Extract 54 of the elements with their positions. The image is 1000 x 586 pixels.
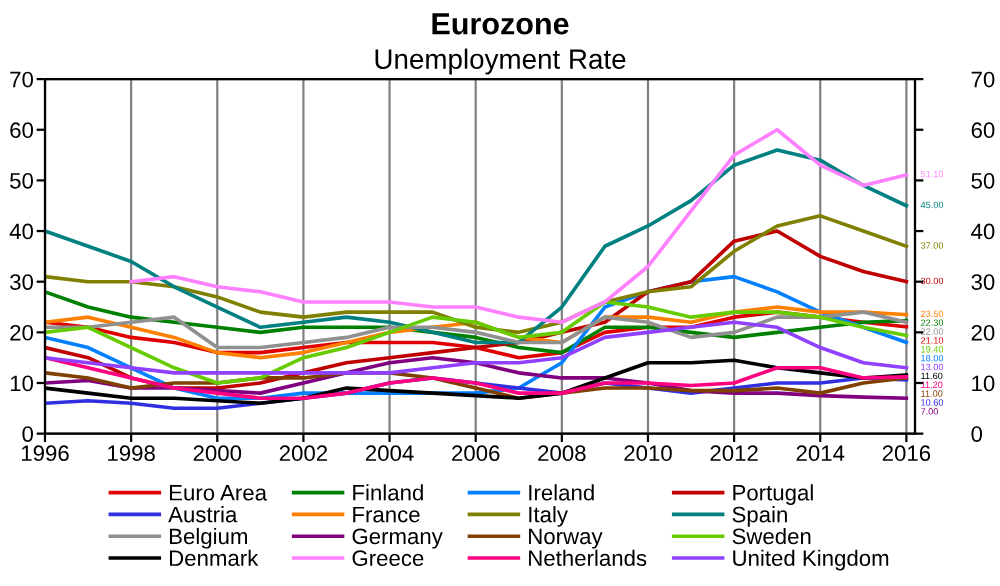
y2-tick-label: 40: [971, 223, 995, 240]
line-series: [45, 290, 909, 355]
legend-label: Portugal: [733, 484, 813, 505]
legend-label: France: [353, 506, 420, 523]
x-tick-label: 2000: [193, 445, 242, 462]
x-tick-label: 2014: [796, 445, 845, 462]
legend-label: Sweden: [732, 527, 811, 545]
line-series: [45, 310, 909, 350]
legend-label: Norway: [529, 528, 603, 549]
y-tick-label: 40: [9, 223, 34, 240]
x-tick-label: 2010: [624, 445, 672, 462]
line-series: [45, 300, 909, 385]
line-series: [45, 148, 909, 345]
x-tick-label: 1998: [108, 445, 155, 462]
y-tick-label: 70: [10, 71, 34, 88]
y-tick-label: 0: [22, 426, 34, 442]
legend-label: Austria: [168, 506, 238, 523]
x-tick-label: 2016: [882, 445, 931, 462]
legend-label: Ireland: [529, 484, 594, 501]
y2-tick-label: 30: [971, 274, 995, 290]
line-series: [45, 274, 909, 400]
line-series: [45, 229, 909, 390]
line-series: [45, 214, 909, 335]
y2-tick-label: 10: [972, 375, 995, 392]
legend-label: United Kingdom: [733, 549, 889, 571]
y-tick-label: 20: [10, 324, 34, 341]
y-tick-label: 30: [10, 274, 34, 290]
line-series: [45, 320, 909, 375]
x-tick-label: 1996: [21, 445, 69, 462]
legend-label: Finland: [353, 484, 423, 501]
x-tick-label: 2008: [538, 445, 586, 462]
x-tick-label: 2012: [710, 445, 758, 462]
line-series: [129, 127, 909, 325]
legend-label: Euro Area: [169, 485, 267, 501]
chart-subtitle: Unemployment Rate: [375, 48, 626, 75]
y2-tick-label: 50: [971, 172, 995, 189]
legend-label: Italy: [529, 506, 568, 527]
legend-label: Spain: [732, 506, 787, 527]
y2-tick-label: 60: [971, 122, 995, 139]
legend-label: Netherlands: [529, 549, 647, 567]
y-tick-label: 60: [10, 122, 34, 139]
y-tick-label: 50: [10, 172, 34, 189]
legend-label: Denmark: [169, 549, 259, 567]
legend-label: Belgium: [169, 527, 247, 549]
legend-label: Germany: [352, 528, 443, 549]
chart-title: Eurozone: [432, 13, 569, 35]
x-tick-label: 2006: [452, 445, 500, 462]
x-tick-label: 2002: [279, 445, 328, 462]
y-tick-label: 10: [10, 375, 34, 392]
y2-tick-label: 70: [971, 71, 995, 88]
y2-tick-label: 0: [971, 426, 983, 442]
x-tick-label: 2004: [365, 445, 414, 462]
legend-label: Greece: [352, 550, 424, 567]
y2-tick-label: 20: [971, 324, 995, 341]
